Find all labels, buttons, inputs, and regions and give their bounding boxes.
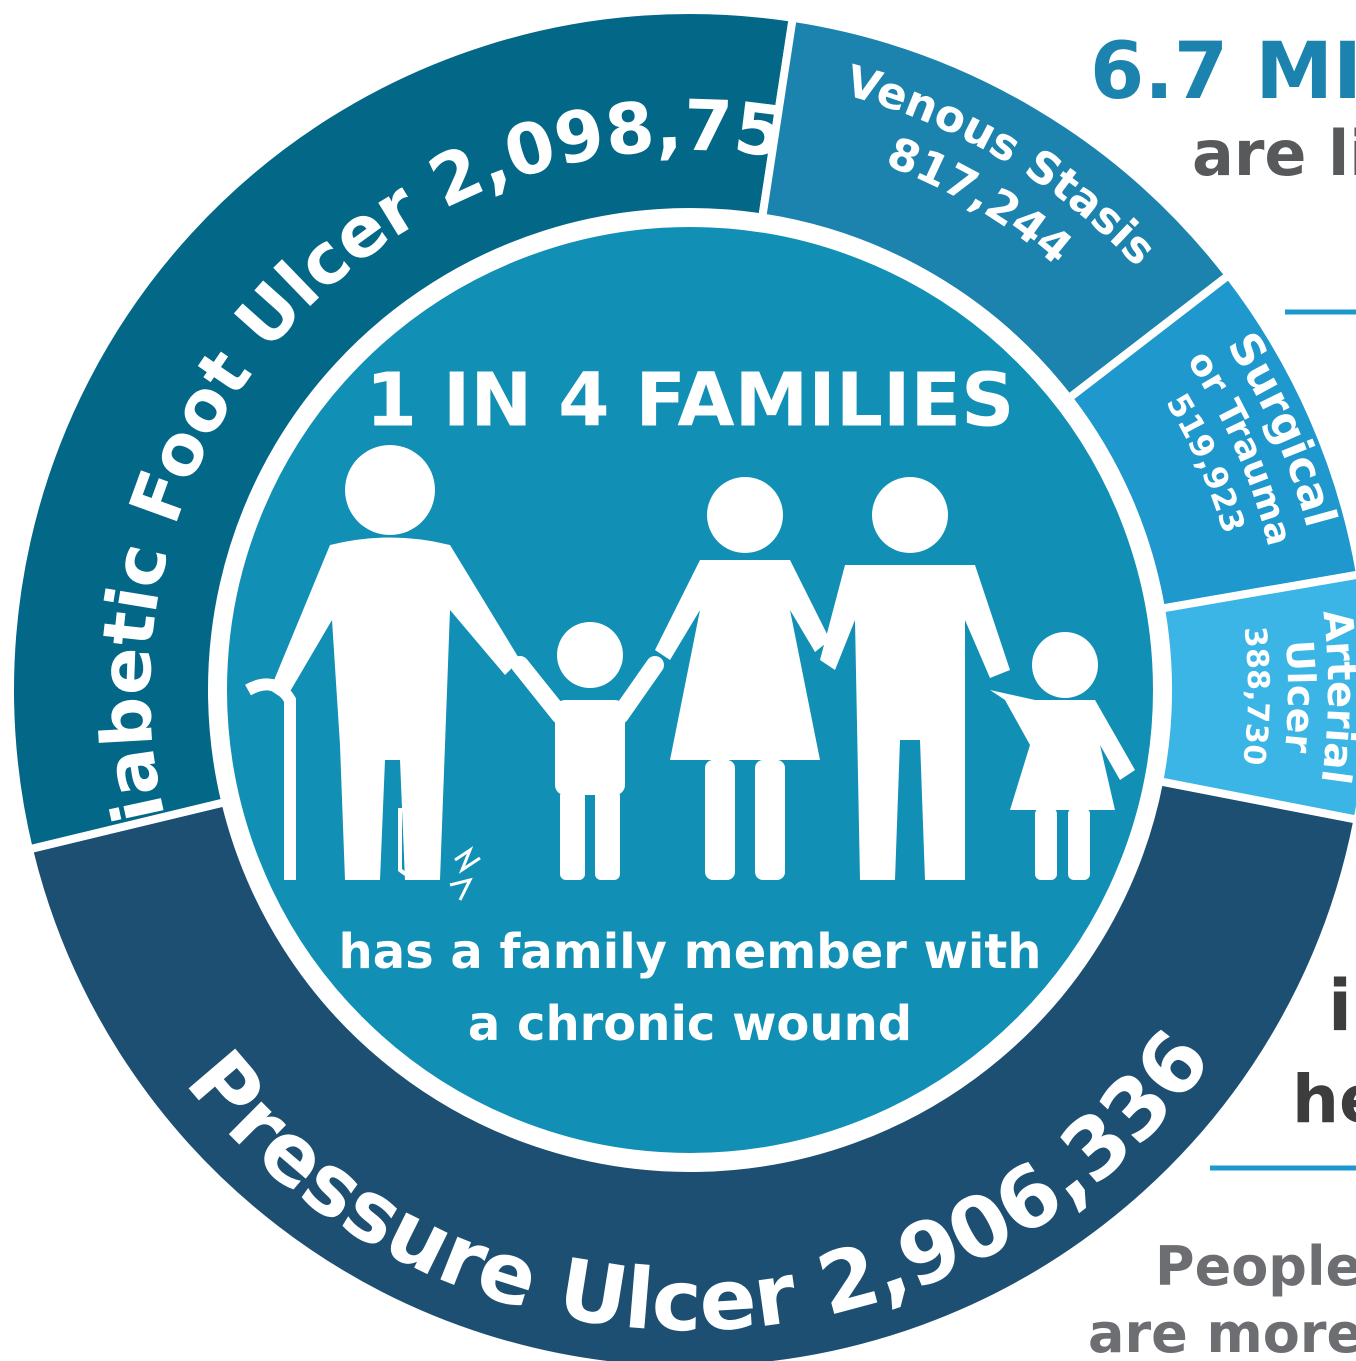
side-text: i <box>1328 965 1352 1047</box>
figure-body <box>555 700 625 795</box>
figure-head <box>1032 632 1098 698</box>
figure-head <box>345 445 435 535</box>
bandage <box>398 808 437 880</box>
side-text: are li <box>1192 117 1356 190</box>
figure-leg <box>560 790 585 880</box>
figure-leg <box>705 760 735 880</box>
side-headline: 6.7 MI <box>1090 27 1356 117</box>
figure-arms <box>511 656 664 724</box>
donut-segment <box>1154 571 1356 824</box>
figure-head <box>707 477 783 553</box>
side-text-group: 6.7 MI are li i he People are more <box>1088 27 1356 1361</box>
family-icon <box>245 445 1135 901</box>
category-label: Ulcer <box>1276 639 1323 755</box>
cane <box>245 678 296 880</box>
segment-label-path: 388,730 <box>1235 625 1275 767</box>
donut-segment <box>6 6 798 855</box>
center-subtitle: has a family member with <box>339 924 1042 980</box>
figure-head <box>557 622 623 688</box>
figure-body <box>820 565 1010 880</box>
figure-head <box>872 477 948 553</box>
segment-label: 388,730 <box>1235 625 1275 767</box>
segment-label-path: Ulcer <box>1276 639 1323 755</box>
figure-body <box>270 537 520 880</box>
pain-mark <box>449 846 481 901</box>
figure-body <box>990 690 1135 810</box>
side-text: People <box>1155 1235 1356 1298</box>
figure-leg <box>1068 808 1090 880</box>
figure-body <box>655 560 830 760</box>
donut-segment <box>24 776 1356 1361</box>
segment-label-path: Arterial <box>1311 608 1356 787</box>
side-text: are more <box>1088 1302 1356 1361</box>
figure-leg <box>595 790 620 880</box>
figure-leg <box>1035 808 1057 880</box>
segment-label: Arterial <box>1311 608 1356 787</box>
donut-segment <box>1063 269 1356 614</box>
segment-label: Ulcer <box>1276 639 1323 755</box>
category-label: Arterial <box>1311 608 1356 787</box>
side-text: he <box>1292 1061 1356 1138</box>
figure-leg <box>755 760 785 880</box>
center-subtitle: a chronic wound <box>468 996 912 1052</box>
center-title: 1 IN 4 FAMILIES <box>366 358 1015 444</box>
value-label: 388,730 <box>1235 625 1275 767</box>
